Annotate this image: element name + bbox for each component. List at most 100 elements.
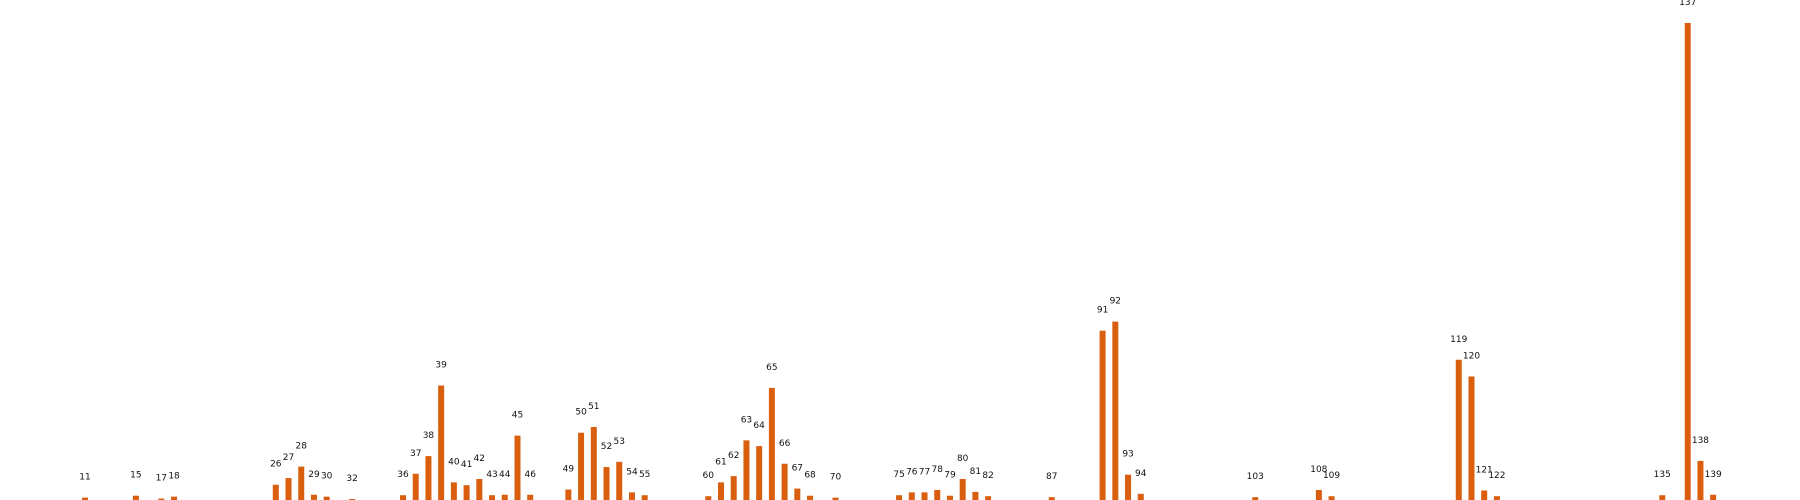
bar-55 <box>641 495 648 500</box>
bar-label-29: 29 <box>308 470 320 480</box>
bar-52 <box>603 467 610 500</box>
bar-label-44: 44 <box>499 470 511 480</box>
bar-label-79: 79 <box>944 471 956 481</box>
bar-label-63: 63 <box>741 415 752 425</box>
bar-label-39: 39 <box>435 361 447 371</box>
bar-18 <box>171 496 178 500</box>
bar-46 <box>527 494 534 500</box>
bar-30 <box>323 496 330 500</box>
bar-label-26: 26 <box>270 460 282 470</box>
bar-44 <box>501 494 508 500</box>
bar-label-77: 77 <box>919 467 930 477</box>
bar-39 <box>438 385 445 500</box>
bar-122 <box>1493 496 1500 500</box>
bar-91 <box>1099 330 1106 500</box>
bar-label-49: 49 <box>563 465 575 475</box>
bar-67 <box>794 488 801 500</box>
bar-87 <box>1048 497 1055 500</box>
bar-138 <box>1697 460 1704 500</box>
bar-77 <box>921 492 928 500</box>
bar-label-45: 45 <box>512 411 523 421</box>
bar-51 <box>590 427 597 500</box>
bar-40 <box>450 482 457 500</box>
bar-label-64: 64 <box>753 421 765 431</box>
bars-group <box>82 23 1717 500</box>
bar-label-93: 93 <box>1122 450 1133 460</box>
bar-62 <box>730 476 737 500</box>
bar-label-121: 121 <box>1476 465 1493 475</box>
bar-label-92: 92 <box>1110 297 1121 307</box>
bar-label-75: 75 <box>893 470 904 480</box>
bar-68 <box>807 495 814 500</box>
bar-42 <box>476 479 483 500</box>
bar-45 <box>514 435 521 500</box>
bar-81 <box>972 491 979 500</box>
bar-label-108: 108 <box>1310 465 1327 475</box>
bar-66 <box>781 463 788 500</box>
bar-61 <box>718 482 724 500</box>
bar-label-68: 68 <box>804 471 816 481</box>
bar-label-138: 138 <box>1692 436 1709 446</box>
bar-label-43: 43 <box>486 470 497 480</box>
bar-label-91: 91 <box>1097 306 1108 316</box>
bar-50 <box>578 432 585 500</box>
bar-27 <box>285 478 292 500</box>
bar-label-53: 53 <box>614 437 625 447</box>
bar-109 <box>1328 496 1335 500</box>
bar-label-18: 18 <box>168 472 180 482</box>
bar-53 <box>616 461 623 500</box>
bar-121 <box>1481 490 1488 500</box>
bar-76 <box>908 492 915 500</box>
bar-label-36: 36 <box>397 470 409 480</box>
bar-label-82: 82 <box>982 471 993 481</box>
bar-94 <box>1137 493 1144 500</box>
bar-26 <box>272 484 279 500</box>
bar-label-32: 32 <box>346 474 357 484</box>
bar-label-119: 119 <box>1450 335 1467 345</box>
bar-label-42: 42 <box>474 454 485 464</box>
bar-label-139: 139 <box>1705 470 1722 480</box>
bar-label-46: 46 <box>524 470 536 480</box>
bar-label-94: 94 <box>1135 469 1147 479</box>
bar-79 <box>946 495 953 500</box>
bar-label-41: 41 <box>461 460 472 470</box>
bar-36 <box>400 495 406 500</box>
bar-label-54: 54 <box>626 467 638 477</box>
bar-label-11: 11 <box>79 473 90 483</box>
bar-label-50: 50 <box>575 408 587 418</box>
bar-78 <box>934 489 941 500</box>
bar-label-60: 60 <box>703 471 715 481</box>
bar-82 <box>985 496 992 500</box>
bar-label-135: 135 <box>1654 470 1671 480</box>
bar-label-66: 66 <box>779 439 791 449</box>
bar-70 <box>832 497 839 500</box>
bar-label-55: 55 <box>639 470 650 480</box>
bar-60 <box>705 496 712 500</box>
bar-label-62: 62 <box>728 451 739 461</box>
bar-label-76: 76 <box>906 467 918 477</box>
bar-label-120: 120 <box>1463 351 1480 361</box>
bar-label-38: 38 <box>423 431 435 441</box>
bar-37 <box>412 473 419 500</box>
bar-label-81: 81 <box>970 467 981 477</box>
bar-108 <box>1315 489 1322 500</box>
bar-80 <box>959 479 966 500</box>
bar-label-137: 137 <box>1679 0 1696 8</box>
bar-label-37: 37 <box>410 449 421 459</box>
bar-label-67: 67 <box>792 464 803 474</box>
bar-139 <box>1710 494 1717 500</box>
bar-label-40: 40 <box>448 457 460 467</box>
bar-137 <box>1684 23 1691 500</box>
bar-103 <box>1252 497 1259 500</box>
bar-label-28: 28 <box>296 442 308 452</box>
bar-label-61: 61 <box>715 457 726 467</box>
bar-63 <box>743 440 750 500</box>
bar-17 <box>158 498 165 500</box>
bar-65 <box>768 387 775 500</box>
bar-label-80: 80 <box>957 454 969 464</box>
bar-92 <box>1112 321 1119 500</box>
bar-43 <box>489 495 496 500</box>
bar-49 <box>565 489 572 500</box>
